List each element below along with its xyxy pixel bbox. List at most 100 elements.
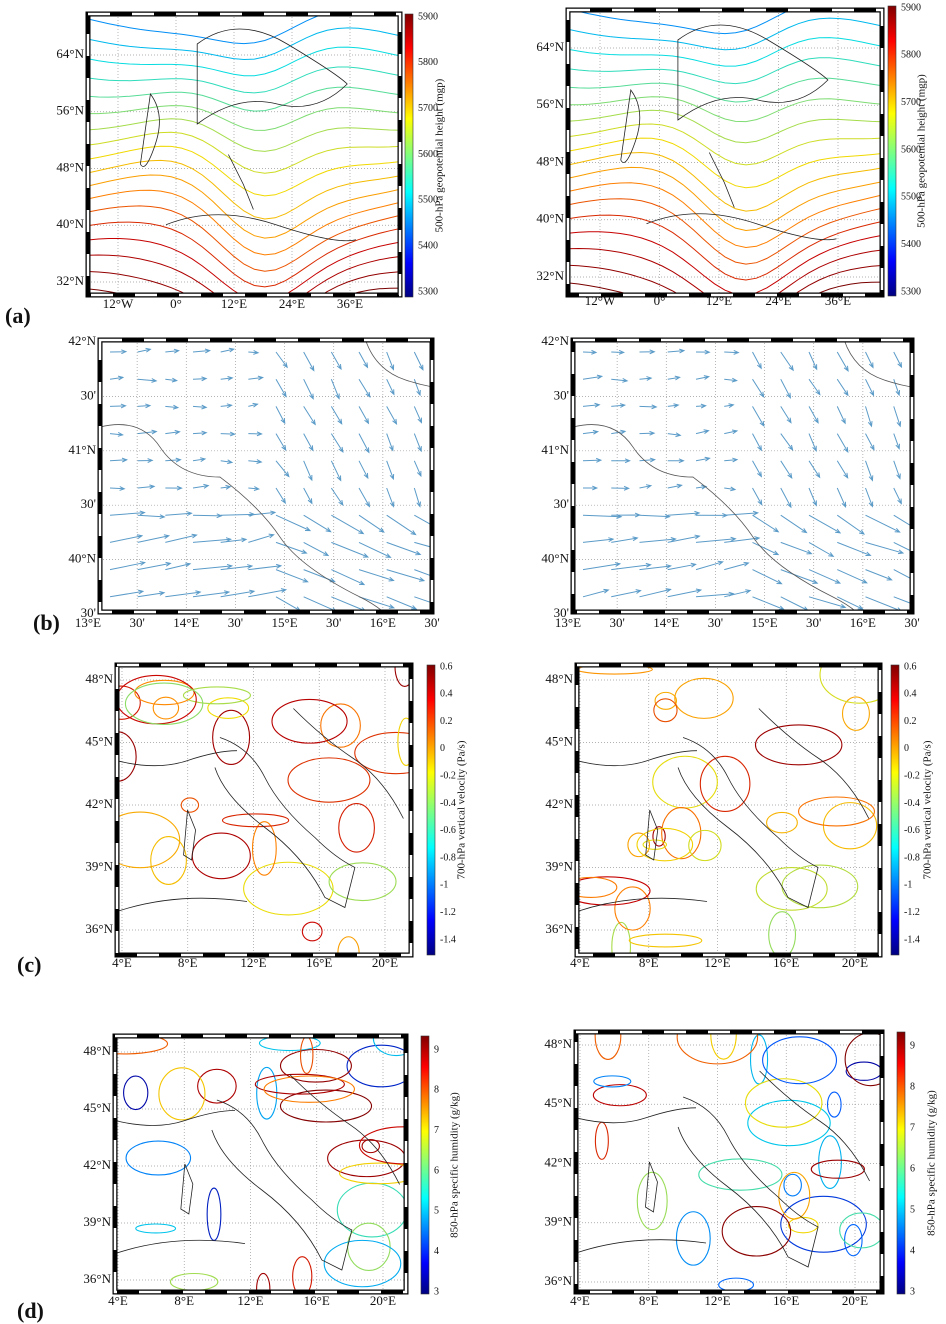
contour [354, 731, 411, 775]
wind-arrow [413, 433, 422, 453]
y-tick-label: 30' [81, 605, 96, 620]
wind-arrow [667, 403, 680, 409]
contour [150, 835, 187, 885]
wind-arrow [893, 541, 912, 552]
y-tick-label: 48°N [544, 1036, 572, 1051]
colorbar-tick-label: 0 [904, 743, 909, 754]
wind-arrow [109, 510, 146, 516]
x-tick-label: 12°E [704, 1293, 730, 1308]
x-tick-label: 20°E [842, 1293, 868, 1308]
wind-arrow [611, 485, 630, 491]
contour [328, 862, 397, 902]
colorbar-tick-label: -1.4 [904, 934, 920, 945]
contour [627, 832, 651, 858]
wind-arrow [331, 541, 370, 558]
contour [88, 86, 400, 112]
contour [115, 1036, 169, 1055]
wind-arrow [109, 349, 128, 355]
wind-arrow [582, 374, 604, 380]
wind-arrow [109, 486, 126, 491]
colorbar [890, 664, 900, 956]
wind-arrow [865, 569, 893, 581]
contour [361, 1138, 380, 1154]
colorbar-tick-label: -0.8 [440, 852, 456, 863]
colorbar-tick-label: 5500 [418, 195, 438, 206]
y-tick-label: 30' [554, 387, 569, 402]
x-tick-label: 12°E [704, 955, 730, 970]
wind-arrow [137, 534, 171, 543]
wind-arrow [331, 514, 365, 535]
contour [287, 757, 371, 803]
wind-arrow [220, 537, 248, 543]
wind-arrow [220, 589, 256, 598]
colorbar-tick-label: 6 [910, 1163, 915, 1174]
contour [744, 1078, 823, 1128]
wind-arrow [667, 510, 701, 516]
wind-arrow [611, 429, 627, 435]
wind-arrow [695, 484, 708, 490]
wind-arrow [752, 569, 783, 585]
wind-arrow [358, 514, 385, 533]
y-tick-label: 48°N [56, 159, 84, 174]
contour [568, 214, 882, 281]
wind-arrow [780, 541, 813, 555]
y-tick-label: 48°N [545, 671, 573, 686]
contour [568, 109, 882, 144]
x-tick-label: 12°E [221, 296, 247, 311]
contour [279, 1048, 352, 1083]
wind-arrow [836, 406, 846, 425]
wind-arrow [248, 533, 275, 543]
wind-arrow [837, 596, 864, 610]
x-tick-label: 16°E [306, 955, 332, 970]
wind-arrow [752, 487, 763, 506]
y-tick-label: 30' [554, 605, 569, 620]
coastline [620, 24, 837, 241]
y-tick-label: 41°N [541, 442, 569, 457]
coastline [139, 28, 357, 242]
contour [653, 698, 678, 723]
contour [568, 77, 882, 103]
contour [568, 151, 882, 212]
contour [568, 17, 882, 51]
contour [778, 1171, 811, 1220]
x-tick-label: 8°E [639, 1293, 659, 1308]
wind-arrow [303, 514, 332, 533]
y-tick-label: 40°N [68, 551, 96, 566]
colorbar-label: 850-hPa specific humidity (g/kg) [926, 1090, 938, 1236]
y-tick-label: 36°N [544, 1273, 572, 1288]
contour [292, 1256, 313, 1292]
x-tick-label: 16°E [773, 1293, 799, 1308]
wind-arrow [330, 351, 342, 371]
wind-arrow [724, 350, 740, 355]
wind-arrow [808, 569, 842, 584]
wind-arrow [667, 483, 683, 489]
colorbar-tick-label: -0.2 [440, 770, 456, 781]
wind-arrow [893, 460, 901, 480]
wind-arrow [165, 348, 180, 354]
wind-arrow [220, 403, 233, 409]
wind-arrow [275, 351, 288, 369]
contour [124, 682, 204, 726]
contour [88, 271, 400, 295]
contour [841, 696, 870, 731]
colorbar-label: 500-hPa geopotential height (mgp) [434, 78, 446, 232]
y-tick-label: 30' [554, 496, 569, 511]
x-tick-label: 30' [708, 615, 723, 630]
map-background [576, 1032, 882, 1292]
wind-arrow [358, 433, 370, 454]
contour [755, 867, 828, 911]
wind-arrow [220, 484, 232, 490]
wind-arrow [865, 514, 901, 533]
contour [568, 231, 882, 295]
map-panel [570, 337, 915, 615]
wind-arrow [137, 484, 156, 490]
map-frame-dash [86, 12, 402, 297]
wind-arrow [358, 487, 371, 508]
y-tick-label: 42°N [68, 333, 96, 348]
wind-arrow [724, 403, 735, 408]
wind-arrow [137, 514, 166, 520]
wind-arrow [582, 457, 603, 463]
wind-arrow [582, 588, 610, 598]
wind-arrow [611, 536, 639, 543]
wind-arrow [611, 403, 627, 408]
